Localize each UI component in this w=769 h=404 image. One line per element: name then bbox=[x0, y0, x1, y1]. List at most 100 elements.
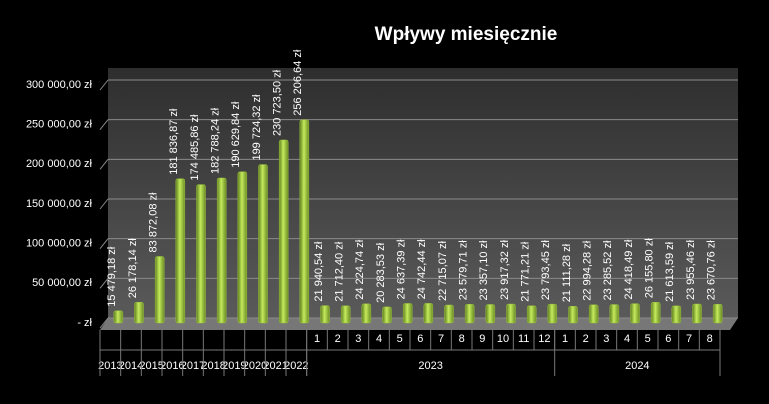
grid-line bbox=[99, 278, 109, 289]
grid-line bbox=[99, 238, 109, 249]
bar bbox=[506, 303, 516, 324]
x-tick-label: 2019 bbox=[222, 360, 246, 372]
bar bbox=[361, 303, 372, 324]
bar bbox=[113, 310, 124, 324]
x-tick-label: 5 bbox=[645, 333, 651, 345]
bar bbox=[671, 305, 682, 324]
x-tick-label: 2 bbox=[583, 333, 589, 345]
value-label: 22 715,07 zł bbox=[437, 240, 449, 300]
bar bbox=[423, 303, 434, 324]
y-tick-label: 100 000,00 zł bbox=[26, 238, 93, 250]
x-tick-label: 11 bbox=[518, 333, 529, 345]
value-label: 24 224,74 zł bbox=[354, 239, 366, 299]
bar bbox=[630, 303, 640, 324]
y-tick-label: 150 000,00 zł bbox=[26, 198, 93, 210]
bar bbox=[526, 305, 537, 324]
value-label: 23 670,76 zł bbox=[706, 240, 718, 300]
x-tick-label: 2014 bbox=[119, 360, 143, 372]
grid-line bbox=[99, 198, 109, 210]
value-label: 21 712,40 zł bbox=[334, 241, 346, 301]
value-label: 21 940,54 zł bbox=[313, 241, 325, 301]
grid-line bbox=[99, 159, 109, 170]
value-label: 182 788,24 zł bbox=[210, 107, 222, 174]
value-label: 21 613,59 zł bbox=[664, 241, 676, 301]
x-tick-label: 6 bbox=[665, 333, 671, 345]
x-tick-label: 2013 bbox=[98, 360, 122, 372]
x-tick-label: 10 bbox=[497, 333, 509, 345]
bar bbox=[588, 304, 599, 324]
x-tick-label: 2022 bbox=[284, 360, 308, 372]
bar bbox=[340, 305, 351, 324]
bar bbox=[237, 171, 248, 324]
value-label: 26 178,14 zł bbox=[127, 238, 139, 298]
value-label: 230 723,50 zł bbox=[272, 69, 284, 136]
bar bbox=[650, 301, 661, 324]
value-label: 15 479,18 zł bbox=[106, 246, 118, 306]
value-label: 22 994,28 zł bbox=[582, 240, 594, 300]
value-label: 199 724,32 zł bbox=[251, 94, 263, 161]
x-tick-label: 5 bbox=[397, 333, 403, 345]
bar bbox=[568, 306, 578, 324]
x-tick-label: 12 bbox=[538, 333, 550, 345]
value-label: 23 955,46 zł bbox=[685, 240, 697, 300]
bar bbox=[402, 303, 413, 324]
x-tick-label: 2017 bbox=[181, 360, 205, 372]
value-label: 23 917,32 zł bbox=[499, 240, 511, 300]
x-tick-label: 2018 bbox=[201, 360, 225, 372]
y-tick-label: 50 000,00 zł bbox=[32, 277, 92, 289]
bar bbox=[196, 184, 206, 324]
x-tick-label: 2 bbox=[335, 333, 341, 345]
value-label: 83 872,08 zł bbox=[148, 192, 160, 252]
bar bbox=[712, 303, 723, 324]
grid-line bbox=[99, 119, 109, 130]
y-tick-label: - zł bbox=[77, 317, 92, 329]
x-tick-label: 2020 bbox=[243, 360, 267, 372]
value-label: 24 418,49 zł bbox=[623, 239, 635, 299]
x-tick-label: 4 bbox=[624, 333, 630, 345]
bar bbox=[464, 304, 475, 324]
x-tick-label: 3 bbox=[603, 333, 609, 345]
y-tick-label: 300 000,00 zł bbox=[26, 79, 93, 91]
value-label: 21 771,21 zł bbox=[520, 241, 532, 301]
x-tick-label: 8 bbox=[707, 333, 713, 345]
x-tick-label: 6 bbox=[417, 333, 423, 345]
bar bbox=[175, 178, 186, 324]
plot-floor bbox=[100, 318, 738, 330]
group-label: 2023 bbox=[418, 360, 442, 372]
bar bbox=[278, 139, 289, 324]
bar bbox=[444, 304, 454, 324]
value-label: 21 111,28 zł bbox=[561, 243, 573, 302]
grid-line bbox=[99, 317, 109, 329]
x-tick-label: 7 bbox=[686, 333, 692, 345]
bar bbox=[134, 301, 144, 324]
value-label: 24 637,39 zł bbox=[396, 239, 408, 299]
bar bbox=[258, 164, 268, 324]
value-label: 20 283,53 zł bbox=[375, 242, 387, 302]
x-tick-label: 1 bbox=[562, 333, 568, 345]
bar bbox=[485, 304, 496, 324]
x-tick-label: 2016 bbox=[160, 360, 184, 372]
grid-line bbox=[99, 79, 109, 91]
x-tick-label: 8 bbox=[459, 333, 465, 345]
value-label: 174 485,86 zł bbox=[189, 114, 201, 181]
x-tick-label: 2015 bbox=[139, 360, 163, 372]
bar bbox=[382, 306, 392, 324]
bar bbox=[216, 177, 227, 324]
value-label: 23 579,71 zł bbox=[458, 240, 470, 300]
bar bbox=[154, 256, 165, 324]
x-tick-label: 3 bbox=[355, 333, 361, 345]
y-tick-label: 250 000,00 zł bbox=[26, 119, 93, 131]
bar bbox=[609, 304, 620, 324]
bar bbox=[299, 119, 310, 324]
value-label: 23 285,52 zł bbox=[602, 240, 614, 300]
value-label: 24 742,44 zł bbox=[416, 239, 428, 299]
value-label: 190 629,84 zł bbox=[230, 101, 242, 168]
y-tick-label: 200 000,00 zł bbox=[26, 158, 93, 170]
value-label: 181 836,87 zł bbox=[168, 108, 180, 175]
value-label: 23 357,10 zł bbox=[478, 240, 490, 300]
x-tick-label: 4 bbox=[376, 333, 382, 345]
group-label: 2024 bbox=[625, 360, 649, 372]
bar bbox=[320, 305, 330, 324]
